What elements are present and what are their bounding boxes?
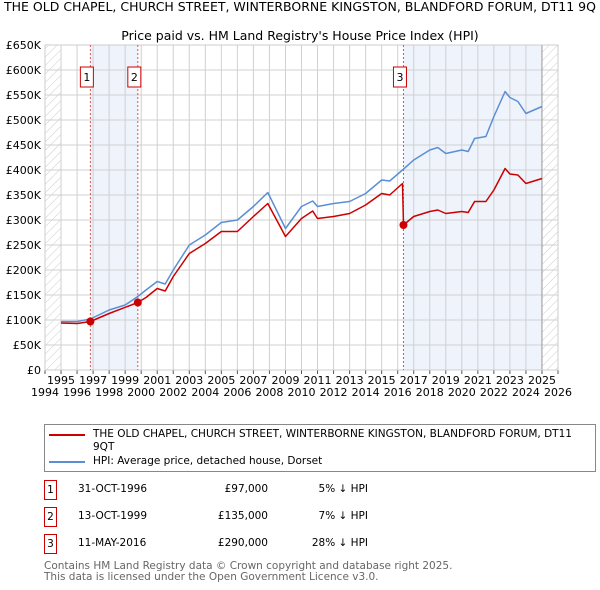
transaction-row: 2 13-OCT-1999 £135,000 7% ↓ HPI bbox=[44, 507, 444, 527]
x-tick-label: 2013 bbox=[336, 374, 364, 387]
legend-label-property: THE OLD CHAPEL, CHURCH STREET, WINTERBOR… bbox=[93, 428, 572, 453]
transaction-diff: 28% ↓ HPI bbox=[311, 537, 368, 549]
transaction-badge: 1 bbox=[44, 480, 57, 500]
x-tick-label: 2017 bbox=[400, 374, 428, 387]
x-tick-label: 2002 bbox=[159, 386, 187, 399]
sale-badge-box bbox=[79, 66, 94, 88]
x-tick-label: 2022 bbox=[480, 386, 508, 399]
x-tick-label: 2015 bbox=[368, 374, 396, 387]
legend: THE OLD CHAPEL, CHURCH STREET, WINTERBOR… bbox=[44, 424, 596, 472]
transaction-date: 11-MAY-2016 bbox=[78, 537, 147, 549]
sale-badge-label: 2 bbox=[131, 71, 138, 84]
x-tick-label: 2021 bbox=[464, 374, 492, 387]
sale-badge-label: 3 bbox=[396, 71, 403, 84]
x-tick-label: 2004 bbox=[191, 386, 219, 399]
y-tick-label: £0 bbox=[27, 364, 41, 377]
y-tick-label: £400K bbox=[6, 164, 42, 177]
transaction-diff: 7% ↓ HPI bbox=[318, 510, 368, 522]
x-tick-label: 2006 bbox=[223, 386, 251, 399]
y-tick-label: £450K bbox=[6, 139, 42, 152]
footer: Contains HM Land Registry data © Crown c… bbox=[44, 561, 452, 583]
transaction-price: £135,000 bbox=[217, 510, 268, 522]
x-tick-label: 2010 bbox=[288, 386, 316, 399]
price-chart: 1994199519961997199819992000200120022003… bbox=[6, 39, 572, 399]
x-tick-label: 2000 bbox=[127, 386, 155, 399]
transaction-price: £97,000 bbox=[224, 483, 268, 495]
footer-copyright: Contains HM Land Registry data © Crown c… bbox=[44, 560, 453, 572]
y-tick-label: £300K bbox=[6, 214, 42, 227]
shaded-period-1-2 bbox=[90, 45, 138, 370]
x-tick-label: 2020 bbox=[448, 386, 476, 399]
x-tick-label: 1996 bbox=[63, 386, 91, 399]
x-tick-label: 1998 bbox=[95, 386, 123, 399]
x-tick-label: 2003 bbox=[175, 374, 203, 387]
legend-swatch-blue bbox=[49, 461, 85, 463]
y-tick-label: £500K bbox=[6, 114, 42, 127]
y-tick-label: £350K bbox=[6, 189, 42, 202]
sale-badge-box bbox=[127, 66, 142, 88]
transaction-badge: 3 bbox=[44, 534, 57, 554]
shaded-period-3 bbox=[403, 45, 542, 370]
chart-title: THE OLD CHAPEL, CHURCH STREET, WINTERBOR… bbox=[4, 0, 596, 14]
x-tick-label: 2018 bbox=[416, 386, 444, 399]
x-tick-label: 2012 bbox=[320, 386, 348, 399]
transaction-badge: 2 bbox=[44, 507, 57, 527]
legend-swatch-red bbox=[49, 434, 85, 436]
chart-subtitle: Price paid vs. HM Land Registry's House … bbox=[121, 28, 479, 43]
x-tick-label: 2007 bbox=[239, 374, 267, 387]
y-tick-label: £100K bbox=[6, 314, 42, 327]
x-tick-label: 2023 bbox=[496, 374, 524, 387]
sale-point bbox=[399, 221, 408, 229]
x-tick-label: 2019 bbox=[432, 374, 460, 387]
x-tick-label: 2008 bbox=[255, 386, 283, 399]
x-tick-label: 2016 bbox=[384, 386, 412, 399]
property-price-line bbox=[60, 167, 543, 325]
sale-point bbox=[133, 298, 142, 307]
x-tick-label: 1994 bbox=[31, 386, 59, 399]
x-tick-label: 2014 bbox=[352, 386, 380, 399]
x-tick-label: 2024 bbox=[512, 386, 540, 399]
y-tick-label: £250K bbox=[6, 239, 42, 252]
x-tick-label: 2011 bbox=[304, 374, 332, 387]
x-tick-label: 1997 bbox=[79, 374, 107, 387]
x-tick-label: 2005 bbox=[207, 374, 235, 387]
hatched-region-start bbox=[45, 45, 62, 370]
transaction-row: 3 11-MAY-2016 £290,000 28% ↓ HPI bbox=[44, 534, 444, 554]
hpi-line bbox=[61, 90, 543, 323]
y-tick-label: £50K bbox=[13, 339, 42, 352]
plot-border bbox=[44, 44, 559, 371]
transaction-date: 13-OCT-1999 bbox=[78, 510, 147, 522]
legend-item-property: THE OLD CHAPEL, CHURCH STREET, WINTERBOR… bbox=[45, 428, 591, 454]
transaction-diff: 5% ↓ HPI bbox=[318, 483, 368, 495]
legend-item-hpi: HPI: Average price, detached house, Dors… bbox=[45, 455, 591, 468]
x-tick-label: 2026 bbox=[544, 386, 572, 399]
x-tick-label: 2001 bbox=[143, 374, 171, 387]
y-tick-label: £550K bbox=[6, 89, 42, 102]
legend-label-hpi: HPI: Average price, detached house, Dors… bbox=[93, 455, 323, 467]
transaction-price: £290,000 bbox=[217, 537, 268, 549]
y-tick-label: £650K bbox=[6, 39, 42, 52]
x-tick-label: 1995 bbox=[47, 374, 75, 387]
x-tick-label: 1999 bbox=[111, 374, 139, 387]
x-tick-label: 2025 bbox=[528, 374, 556, 387]
y-tick-label: £150K bbox=[6, 289, 42, 302]
x-tick-label: 2009 bbox=[271, 374, 299, 387]
y-tick-label: £600K bbox=[6, 64, 42, 77]
transaction-date: 31-OCT-1996 bbox=[78, 483, 147, 495]
sale-badge-label: 1 bbox=[83, 71, 90, 84]
footer-licence: This data is licensed under the Open Gov… bbox=[44, 571, 379, 583]
transaction-row: 1 31-OCT-1996 £97,000 5% ↓ HPI bbox=[44, 480, 444, 500]
y-tick-label: £200K bbox=[6, 264, 42, 277]
sale-point bbox=[86, 317, 95, 326]
hatched-region-end bbox=[541, 45, 558, 370]
sale-badge-box bbox=[392, 66, 407, 88]
